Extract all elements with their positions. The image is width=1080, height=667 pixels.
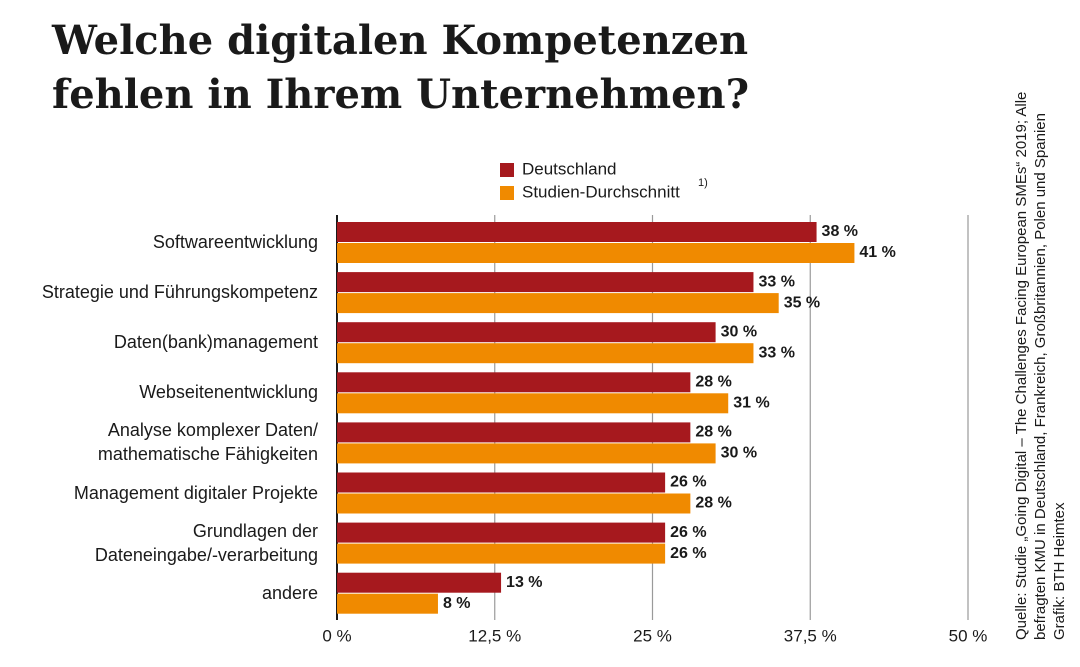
value-label: 30 %: [721, 445, 757, 462]
x-tick-label: 12,5 %: [468, 626, 521, 645]
value-label: 31 %: [733, 395, 769, 412]
bar: [337, 593, 438, 614]
bar: [337, 443, 716, 464]
value-label: 35 %: [784, 294, 820, 311]
x-tick-label: 0 %: [322, 626, 351, 645]
legend-label: Studien-Durchschnitt: [522, 182, 680, 201]
bar: [337, 243, 855, 263]
legend-label: Deutschland: [522, 159, 617, 178]
value-label: 33 %: [758, 273, 794, 290]
category-label: Softwareentwicklung: [152, 232, 318, 252]
bar: [337, 393, 729, 414]
bar: [337, 343, 754, 364]
category-label: Strategie und Führungskompetenz: [41, 282, 318, 303]
bar: [337, 472, 666, 493]
value-label: 33 %: [758, 344, 794, 361]
value-label: 26 %: [670, 474, 706, 491]
chart-title: fehlen in Ihrem Unternehmen?: [52, 71, 749, 118]
value-label: 28 %: [695, 374, 731, 391]
chart-title: Welche digitalen Kompetenzen: [51, 17, 748, 64]
value-label: 28 %: [695, 495, 731, 512]
legend-swatch: [500, 163, 514, 177]
value-label: 26 %: [670, 545, 706, 562]
bar: [337, 272, 754, 293]
value-label: 26 %: [670, 524, 706, 541]
bar: [337, 372, 691, 393]
category-label: Webseitenentwicklung: [139, 382, 318, 403]
category-label: Daten(bank)management: [113, 332, 318, 353]
value-label: 41 %: [859, 244, 895, 261]
category-label: Management digitaler Projekte: [73, 482, 318, 503]
bar: [337, 493, 691, 514]
source-note: befragten KMU in Deutschland, Frankreich…: [1032, 113, 1049, 640]
source-note: Quelle: Studie „Going Digital – The Chal…: [1013, 92, 1030, 640]
bar: [337, 422, 691, 443]
bar: [337, 522, 666, 543]
bar: [337, 572, 502, 593]
x-tick-label: 25 %: [633, 626, 672, 645]
value-label: 38 %: [822, 223, 858, 240]
bar: [337, 222, 817, 242]
x-tick-label: 37,5 %: [784, 626, 837, 645]
x-tick-label: 50 %: [949, 626, 988, 645]
value-label: 30 %: [721, 323, 757, 340]
category-label: andere: [261, 582, 318, 603]
value-label: 28 %: [695, 424, 731, 441]
category-label: Analyse komplexer Daten/ mathematische F…: [97, 420, 318, 465]
bar: [337, 543, 666, 564]
bar: [337, 322, 716, 343]
category-label: Grundlagen der Dateneingabe/-verarbeitun…: [94, 520, 318, 565]
bar: [337, 293, 779, 314]
value-label: 13 %: [506, 574, 542, 591]
legend-swatch: [500, 186, 514, 200]
value-label: 8 %: [443, 595, 471, 612]
legend-footnote: 1): [698, 177, 708, 189]
source-note: Grafik: BTH Heimtex: [1051, 502, 1068, 640]
